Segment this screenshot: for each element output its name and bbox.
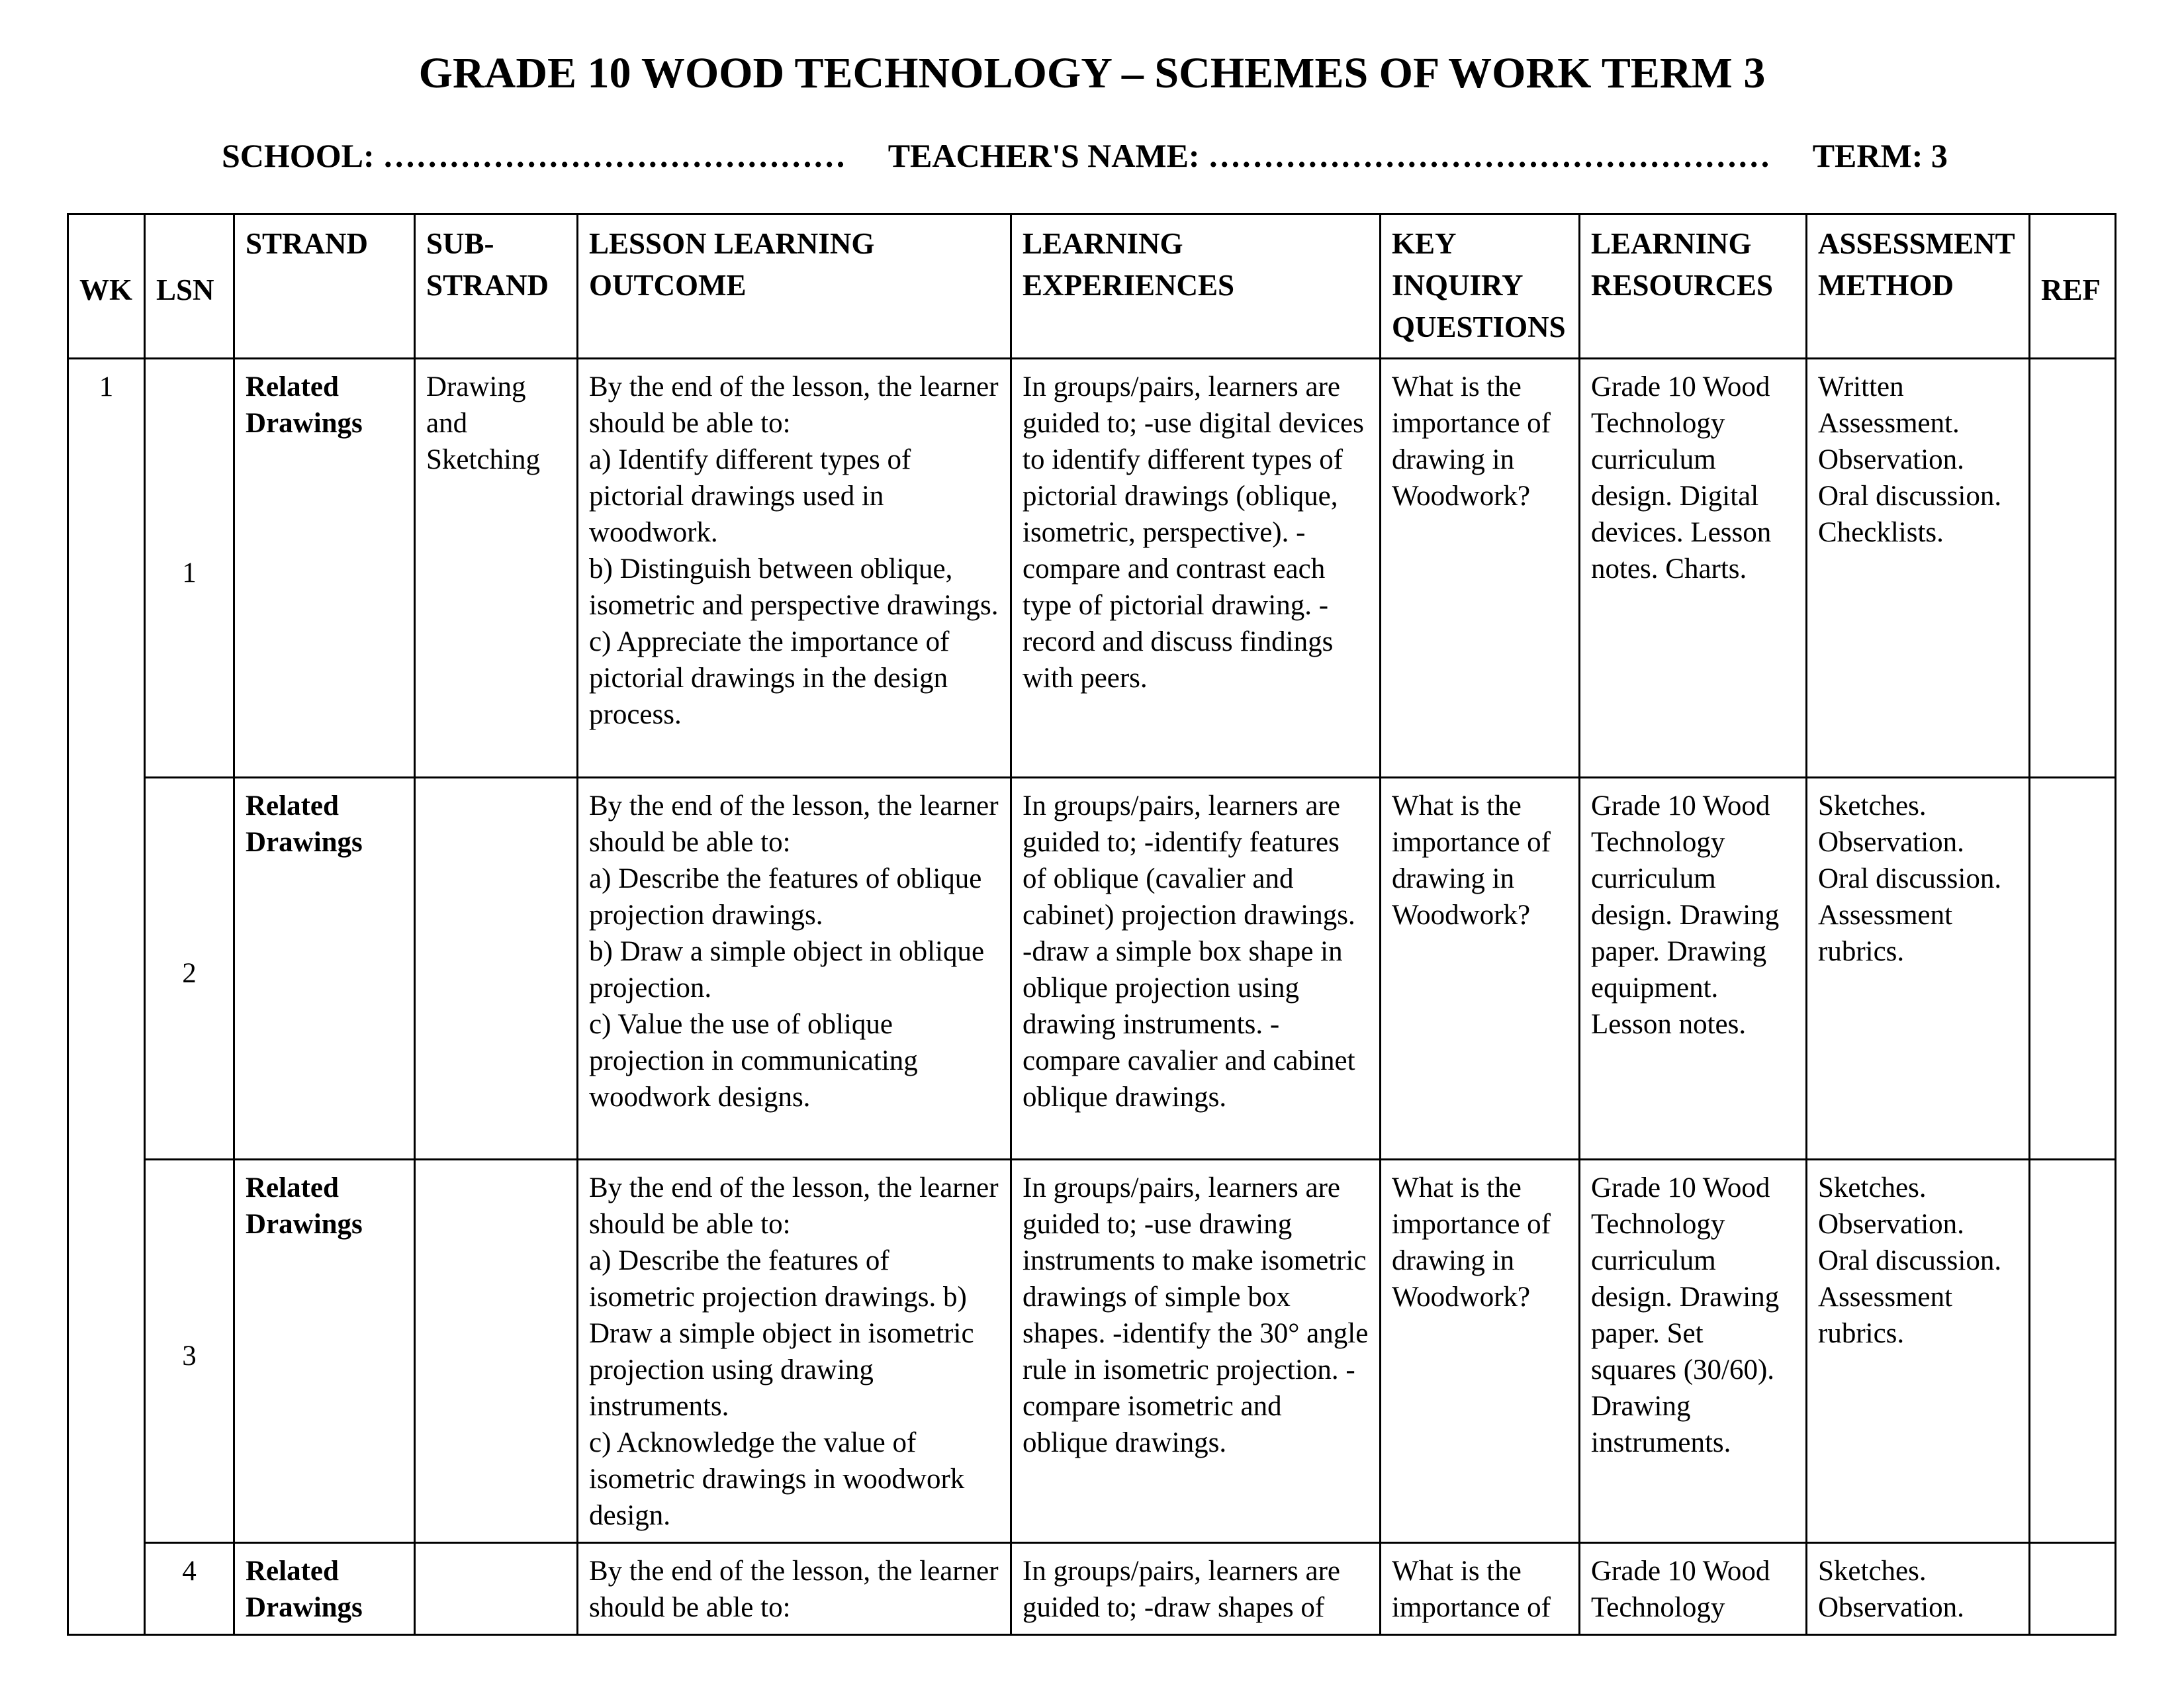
assessment-cell: Sketches. Observation. Oral discussion. … [1805,1158,2030,1544]
assessment-cell: Written Assessment. Observation. Oral di… [1805,357,2030,778]
header-sub-strand: SUB- STRAND [414,213,578,359]
table-row: 2 Related Drawings By the end of the lesso… [68,776,2116,1160]
lesson-number-cell: 1 [144,357,235,778]
strand-cell: Related Drawings [233,1158,416,1544]
sub-strand-cell [414,776,578,1160]
assessment-cell: Sketches. Observation. [1805,1542,2030,1636]
header-info: SCHOOL: …………………………………… TEACHER'S NAME: …… [222,132,1982,179]
experiences-cell: In groups/pairs, learners are guided to;… [1010,1158,1381,1544]
schemes-of-work-table: WK LSN STRAND SUB- STRAND LESSON LEARNIN… [67,213,2116,1636]
ref-cell [2028,1158,2116,1544]
sub-strand-cell [414,1158,578,1544]
outcome-cell: By the end of the lesson, the learner sh… [576,776,1012,1160]
questions-cell: What is the importance of [1379,1542,1580,1636]
ref-cell [2028,1542,2116,1636]
strand-cell: Related Drawings [233,357,416,778]
outcome-cell: By the end of the lesson, the learner sh… [576,1542,1012,1636]
header-experiences: LEARNING EXPERIENCES [1010,213,1381,359]
document-title: GRADE 10 WOOD TECHNOLOGY – SCHEMES OF WO… [418,49,1766,97]
strand-cell: Related Drawings [233,776,416,1160]
header-strand: STRAND [233,213,416,359]
sub-strand-cell: Drawing and Sketching [414,357,578,778]
resources-cell: Grade 10 Wood Technology curriculum desi… [1578,776,1807,1160]
lesson-number-cell: 2 [144,776,235,1160]
week-cell: 1 [67,357,146,1636]
header-outcome: LESSON LEARNING OUTCOME [576,213,1012,359]
header-ref: REF [2028,213,2116,359]
table-header-row: WK LSN STRAND SUB- STRAND LESSON LEARNIN… [67,213,2116,359]
header-wk: WK [67,213,146,359]
lesson-number-cell: 3 [144,1158,235,1544]
questions-cell: What is the importance of drawing in Woo… [1379,357,1580,778]
resources-cell: Grade 10 Wood Technology curriculum desi… [1578,357,1807,778]
experiences-cell: In groups/pairs, learners are guided to;… [1010,357,1381,778]
lesson-number-cell: 4 [144,1542,235,1636]
table-row: 4 Related Drawings By the end of the lesso… [68,1542,2116,1636]
header-resources: LEARNING RESOURCES [1578,213,1807,359]
sub-strand-cell [414,1542,578,1636]
outcome-cell: By the end of the lesson, the learner sh… [576,357,1012,778]
teacher-name-field: TEACHER'S NAME: …………………………………………… [887,137,1771,174]
assessment-cell: Sketches. Observation. Oral discussion. … [1805,776,2030,1160]
strand-cell: Related Drawings [233,1542,416,1636]
table-row: 3 Related Drawings By the end of the lesso… [68,1158,2116,1544]
ref-cell [2028,776,2116,1160]
header-lsn: LSN [144,213,235,359]
school-field: SCHOOL: …………………………………… [222,137,846,174]
questions-cell: What is the importance of drawing in Woo… [1379,1158,1580,1544]
experiences-cell: In groups/pairs, learners are guided to;… [1010,1542,1381,1636]
ref-cell [2028,357,2116,778]
table-row: 1 1 Related Drawings Drawing and Sketching B… [67,357,2116,1636]
resources-cell: Grade 10 Wood Technology curriculum desi… [1578,1158,1807,1544]
header-questions: KEY INQUIRY QUESTIONS [1379,213,1580,359]
outcome-cell: By the end of the lesson, the learner sh… [576,1158,1012,1544]
experiences-cell: In groups/pairs, learners are guided to;… [1010,776,1381,1160]
term-field: TERM: 3 [1812,137,1948,174]
resources-cell: Grade 10 Wood Technology [1578,1542,1807,1636]
header-assessment: ASSESSMENT METHOD [1805,213,2030,359]
questions-cell: What is the importance of drawing in Woo… [1379,776,1580,1160]
